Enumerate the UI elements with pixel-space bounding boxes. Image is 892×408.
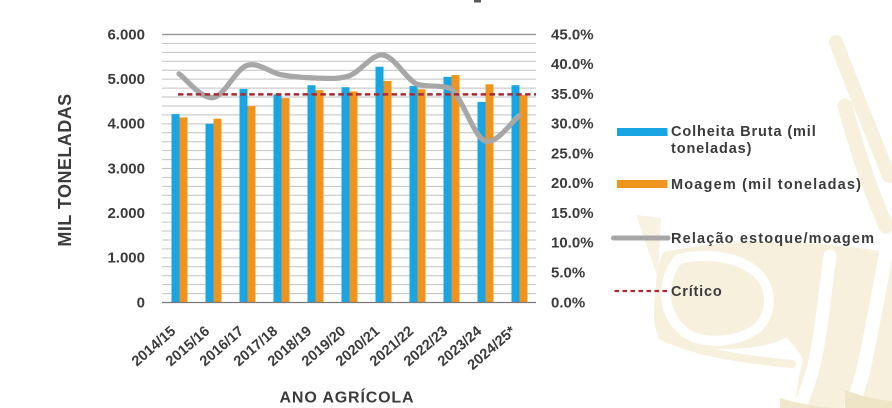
svg-text:6.000: 6.000 [107,26,145,43]
svg-text:toneladas): toneladas) [671,141,752,157]
svg-text:35.0%: 35.0% [551,86,594,103]
svg-text:Colheita Bruta (mil: Colheita Bruta (mil [671,124,817,140]
svg-text:10.0%: 10.0% [551,235,594,252]
svg-text:4.000: 4.000 [107,116,145,133]
svg-text:Relação estoque/moagem: Relação estoque/moagem [671,231,875,247]
svg-text:ANO AGRÍCOLA: ANO AGRÍCOLA [280,388,415,407]
svg-text:5.000: 5.000 [107,71,145,88]
svg-text:30.0%: 30.0% [551,116,594,133]
svg-text:45.0%: 45.0% [551,26,594,43]
svg-text:0: 0 [137,294,145,311]
svg-text:Moagem (mil toneladas): Moagem (mil toneladas) [671,177,862,193]
svg-text:Crítico: Crítico [671,284,723,300]
svg-text:40.0%: 40.0% [551,56,594,73]
svg-text:25.0%: 25.0% [551,145,594,162]
svg-text:15.0%: 15.0% [551,205,594,222]
svg-text:2.000: 2.000 [107,205,145,222]
svg-text:MIL TONELADAS: MIL TONELADAS [55,93,75,246]
svg-text:1.000: 1.000 [107,250,145,267]
svg-text:0.0%: 0.0% [551,294,585,311]
svg-text:5.0%: 5.0% [551,265,585,282]
svg-text:3.000: 3.000 [107,160,145,177]
svg-text:20.0%: 20.0% [551,175,594,192]
